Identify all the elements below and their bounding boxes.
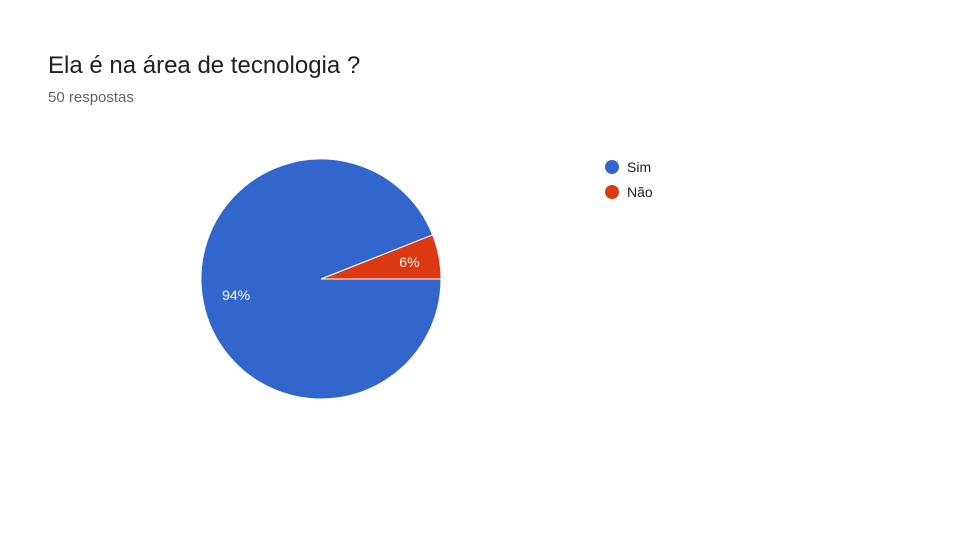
legend-item[interactable]: Não: [605, 184, 653, 200]
legend-swatch: [605, 185, 619, 199]
pie-slice-labels: 6% 94%: [222, 254, 419, 303]
pie-slices: [200, 158, 442, 400]
legend-label: Sim: [627, 159, 651, 175]
slice-value-label: 6%: [399, 254, 419, 270]
slice-value-label: 94%: [222, 287, 250, 303]
response-count: 50 respostas: [48, 89, 134, 106]
pie-slice-sim[interactable]: [200, 158, 442, 400]
legend-item[interactable]: Sim: [605, 159, 651, 175]
legend-swatch: [605, 160, 619, 174]
legend-label: Não: [627, 184, 653, 200]
chart-title: Ela é na área de tecnologia ?: [48, 52, 361, 79]
chart-legend: Sim Não: [605, 159, 653, 200]
